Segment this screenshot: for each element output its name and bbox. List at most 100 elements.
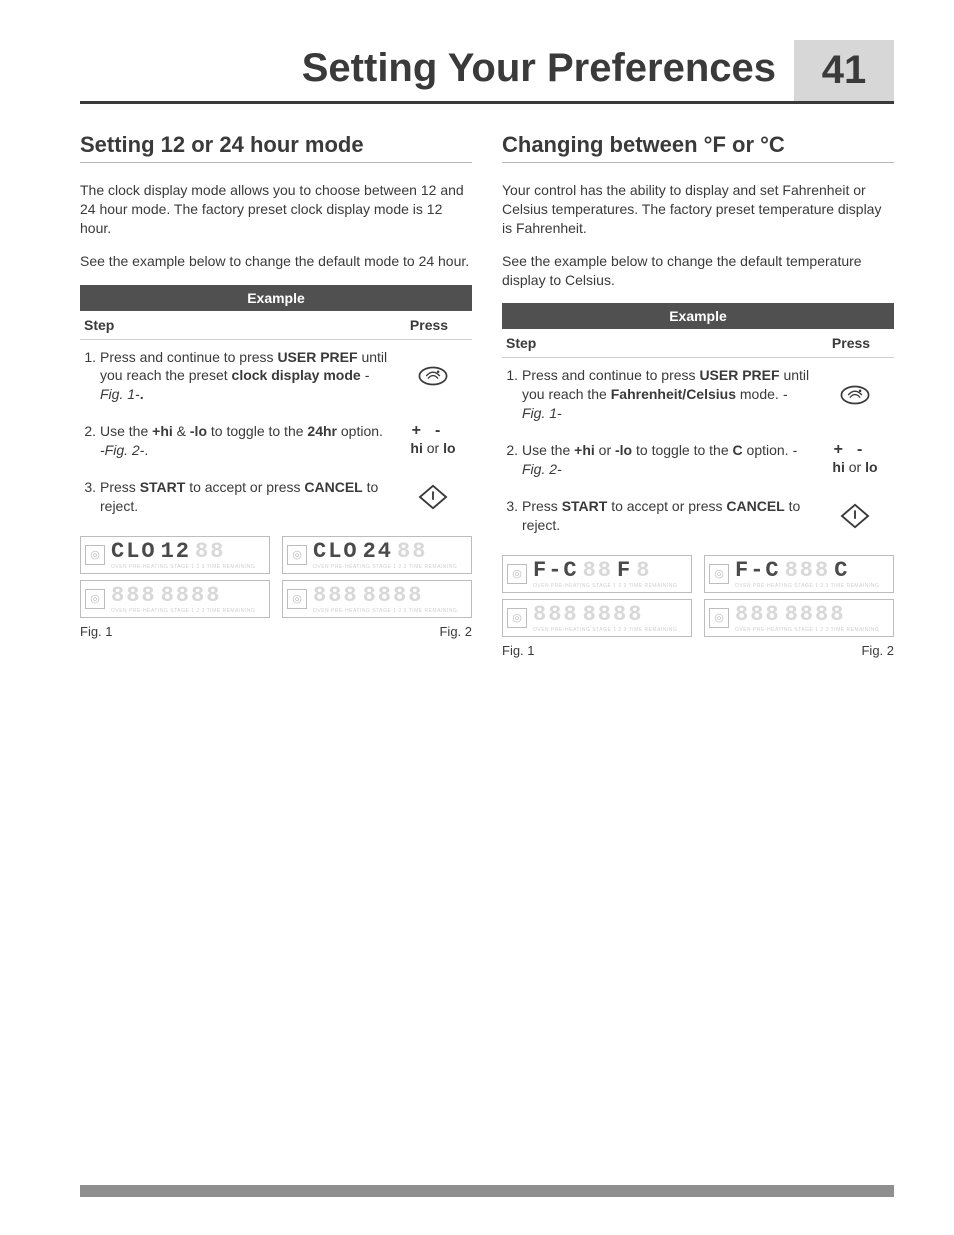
left-fig1: ◎ CLO 1288 OVEN PRE-HEATING STAGE 1 2 3 …: [80, 536, 270, 618]
display-panel-blank: ◎ 888 8888 OVEN PRE-HEATING STAGE 1 2 3 …: [282, 580, 472, 618]
content-columns: Setting 12 or 24 hour mode The clock dis…: [80, 132, 894, 658]
right-section-title: Changing between °F or °C: [502, 132, 894, 163]
step-text: Press and continue to press USER PREF un…: [100, 348, 394, 405]
ghost-digits: 8: [636, 558, 651, 583]
right-step-1: 1. Press and continue to press USER PREF…: [502, 358, 894, 433]
ghost-digits: 888: [313, 583, 359, 608]
page-header: Setting Your Preferences 41: [80, 40, 894, 104]
display-subtext: OVEN PRE-HEATING STAGE 1 2 3 TIME REMAIN…: [111, 564, 265, 570]
start-diamond-icon: [416, 483, 450, 511]
display-panel: ◎ CLO 1288 OVEN PRE-HEATING STAGE 1 2 3 …: [80, 536, 270, 574]
left-para-2: See the example below to change the defa…: [80, 252, 472, 271]
display-panel: ◎ F-C 888C OVEN PRE-HEATING STAGE 1 2 3 …: [704, 555, 894, 593]
right-example-header: Example: [502, 303, 894, 329]
ghost-digits: 8888: [785, 602, 846, 627]
right-fig-labels: Fig. 1 Fig. 2: [502, 643, 894, 658]
ghost-digits: 88: [583, 558, 613, 583]
step-number: 3.: [80, 478, 100, 516]
display-subtext: OVEN PRE-HEATING STAGE 1 2 3 TIME REMAIN…: [313, 564, 467, 570]
user-pref-icon: [416, 362, 450, 390]
step-number: 1.: [502, 366, 522, 423]
ghost-digits: 888: [735, 602, 781, 627]
oven-icon: ◎: [85, 545, 105, 565]
ghost-digits: 8888: [363, 583, 424, 608]
ghost-digits: 88: [195, 539, 225, 564]
display-subtext: OVEN PRE-HEATING STAGE 1 2 3 TIME REMAIN…: [735, 583, 889, 589]
fig2-label: Fig. 2: [439, 624, 472, 639]
oven-icon: ◎: [507, 608, 527, 628]
ghost-digits: 888: [533, 602, 579, 627]
press-userpref: [816, 366, 894, 423]
left-step-3: 3. Press START to accept or press CANCEL…: [80, 470, 472, 526]
left-column: Setting 12 or 24 hour mode The clock dis…: [80, 132, 472, 658]
footer-bar: [80, 1185, 894, 1197]
left-figures: ◎ CLO 1288 OVEN PRE-HEATING STAGE 1 2 3 …: [80, 536, 472, 618]
ghost-digits: 8888: [583, 602, 644, 627]
left-step-1: 1. Press and continue to press USER PREF…: [80, 340, 472, 415]
display-value: 24: [363, 539, 393, 564]
left-step-header: Step Press: [80, 311, 472, 340]
step-text: Press START to accept or press CANCEL to…: [100, 478, 394, 516]
display-value: 12: [161, 539, 191, 564]
oven-icon: ◎: [287, 589, 307, 609]
ghost-digits: 888: [785, 558, 831, 583]
display-panel-blank: ◎ 888 8888 OVEN PRE-HEATING STAGE 1 2 3 …: [502, 599, 692, 637]
step-number: 1.: [80, 348, 100, 405]
step-text: Use the +hi or -lo to toggle to the C op…: [522, 441, 816, 479]
oven-icon: ◎: [709, 564, 729, 584]
left-step-2: 2. Use the +hi & -lo to toggle to the 24…: [80, 414, 472, 470]
step-number: 2.: [80, 422, 100, 460]
right-step-header: Step Press: [502, 329, 894, 358]
plus-minus-icon: +-: [412, 424, 455, 438]
display-panel-blank: ◎ 888 8888 OVEN PRE-HEATING STAGE 1 2 3 …: [80, 580, 270, 618]
left-fig2: ◎ CLO 2488 OVEN PRE-HEATING STAGE 1 2 3 …: [282, 536, 472, 618]
display-value: C: [834, 558, 849, 583]
col-press-label: Press: [390, 317, 468, 333]
display-panel: ◎ CLO 2488 OVEN PRE-HEATING STAGE 1 2 3 …: [282, 536, 472, 574]
step-text: Press and continue to press USER PREF un…: [522, 366, 816, 423]
press-hilo: +- hi or lo: [394, 422, 472, 460]
col-press-label: Press: [812, 335, 890, 351]
display-main: CLO: [313, 539, 359, 564]
step-text: Use the +hi & -lo to toggle to the 24hr …: [100, 422, 394, 460]
display-subtext: OVEN PRE-HEATING STAGE 1 2 3 TIME REMAIN…: [111, 608, 265, 614]
right-para-2: See the example below to change the defa…: [502, 252, 894, 290]
press-start: [816, 497, 894, 535]
ghost-digits: 88: [397, 539, 427, 564]
start-diamond-icon: [838, 502, 872, 530]
oven-icon: ◎: [287, 545, 307, 565]
press-hilo: +- hi or lo: [816, 441, 894, 479]
press-start: [394, 478, 472, 516]
display-panel: ◎ F-C 88F8 OVEN PRE-HEATING STAGE 1 2 3 …: [502, 555, 692, 593]
step-text: Press START to accept or press CANCEL to…: [522, 497, 816, 535]
display-subtext: OVEN PRE-HEATING STAGE 1 2 3 TIME REMAIN…: [735, 627, 889, 633]
right-fig2: ◎ F-C 888C OVEN PRE-HEATING STAGE 1 2 3 …: [704, 555, 894, 637]
fig2-label: Fig. 2: [861, 643, 894, 658]
left-section-title: Setting 12 or 24 hour mode: [80, 132, 472, 163]
press-userpref: [394, 348, 472, 405]
col-step-label: Step: [506, 335, 812, 351]
fig1-label: Fig. 1: [502, 643, 535, 658]
left-example-header: Example: [80, 285, 472, 311]
hi-lo-label: hi or lo: [410, 439, 455, 458]
page-title: Setting Your Preferences: [80, 40, 794, 101]
oven-icon: ◎: [507, 564, 527, 584]
oven-icon: ◎: [85, 589, 105, 609]
user-pref-icon: [838, 381, 872, 409]
page: Setting Your Preferences 41 Setting 12 o…: [0, 0, 954, 1235]
oven-icon: ◎: [709, 608, 729, 628]
right-step-2: 2. Use the +hi or -lo to toggle to the C…: [502, 433, 894, 489]
display-main: F-C: [533, 558, 579, 583]
display-main: CLO: [111, 539, 157, 564]
page-number: 41: [794, 40, 894, 101]
right-figures: ◎ F-C 88F8 OVEN PRE-HEATING STAGE 1 2 3 …: [502, 555, 894, 637]
display-value: F: [617, 558, 632, 583]
right-fig1: ◎ F-C 88F8 OVEN PRE-HEATING STAGE 1 2 3 …: [502, 555, 692, 637]
display-main: F-C: [735, 558, 781, 583]
right-para-1: Your control has the ability to display …: [502, 181, 894, 238]
left-fig-labels: Fig. 1 Fig. 2: [80, 624, 472, 639]
ghost-digits: 888: [111, 583, 157, 608]
ghost-digits: 8888: [161, 583, 222, 608]
plus-minus-icon: +-: [834, 443, 877, 457]
hi-lo-label: hi or lo: [832, 458, 877, 477]
